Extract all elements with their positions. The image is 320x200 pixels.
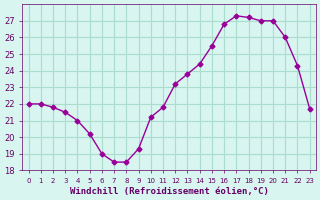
X-axis label: Windchill (Refroidissement éolien,°C): Windchill (Refroidissement éolien,°C) (70, 187, 268, 196)
